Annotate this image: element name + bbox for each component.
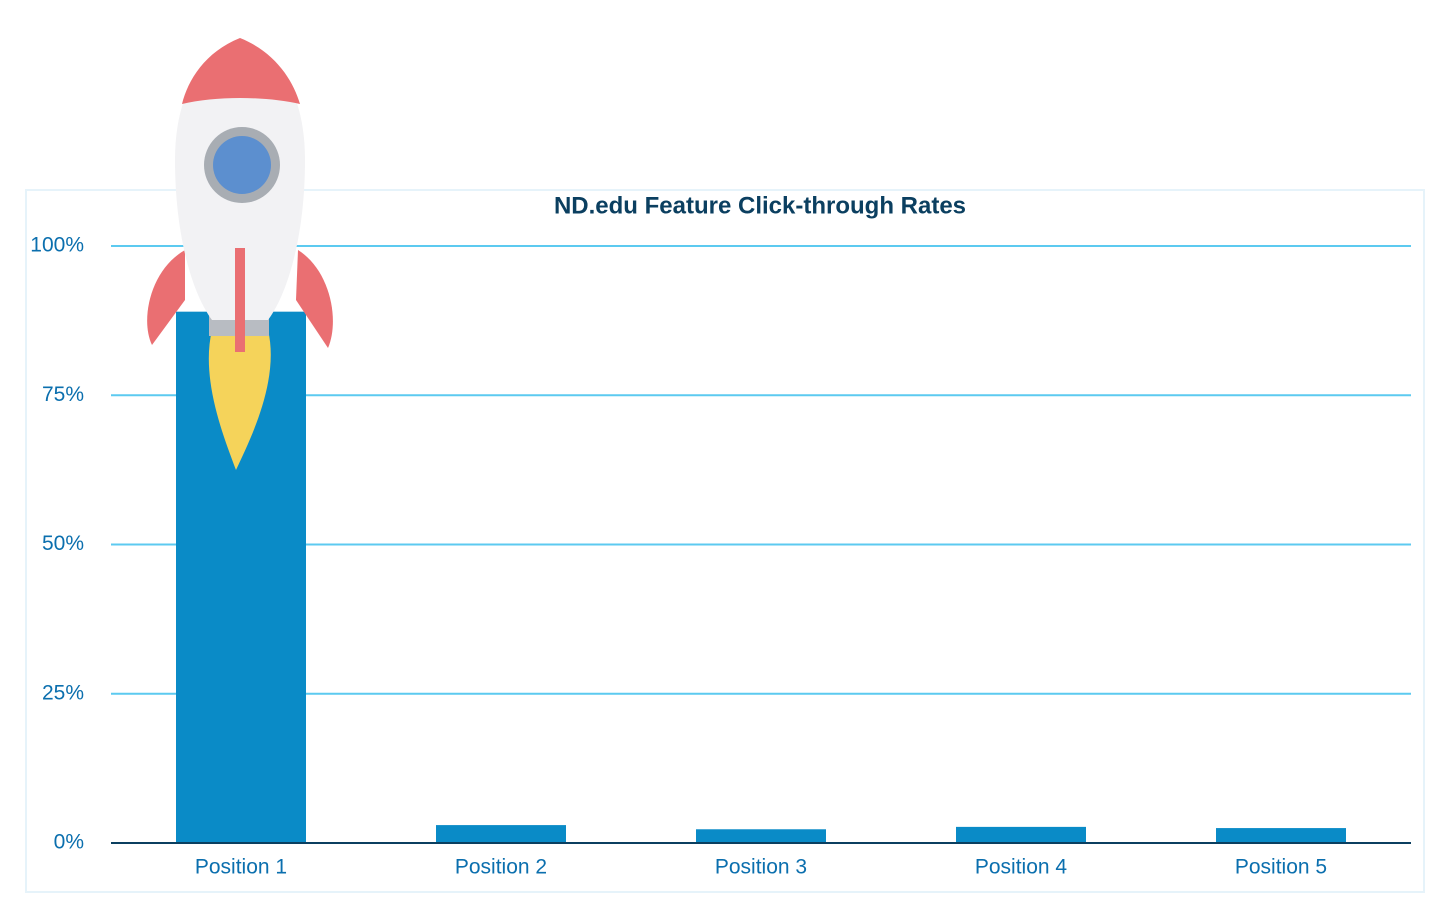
bar [1216,828,1346,843]
x-tick-label: Position 4 [975,856,1068,879]
y-tick-label: 0% [54,831,84,854]
rocket-illustration [147,38,333,470]
y-tick-label: 100% [30,234,84,257]
chart-title: ND.edu Feature Click-through Rates [554,192,966,219]
x-tick-label: Position 2 [455,856,547,879]
y-tick-label: 25% [42,681,84,704]
x-tick-label: Position 5 [1235,856,1327,879]
y-tick-label: 75% [42,383,84,406]
bar [956,826,1086,843]
y-tick-label: 50% [42,532,84,555]
x-tick-label: Position 1 [195,856,287,879]
chart-frame [25,189,1425,893]
bar [436,825,566,843]
bar [696,829,826,843]
x-tick-label: Position 3 [715,856,807,879]
